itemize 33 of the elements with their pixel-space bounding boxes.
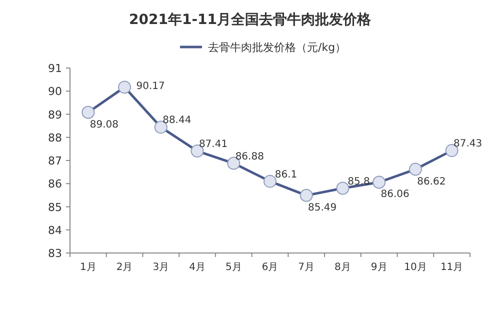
data-label: 86.88 xyxy=(235,151,264,162)
x-tick-label: 9月 xyxy=(370,262,388,273)
x-tick-label: 2月 xyxy=(116,262,133,273)
data-label: 88.44 xyxy=(162,115,192,126)
x-tick-label: 5月 xyxy=(225,262,242,273)
x-tick-label: 8月 xyxy=(334,262,351,273)
data-label: 86.62 xyxy=(417,176,446,188)
y-tick-label: 86 xyxy=(48,178,62,191)
data-label: 90.17 xyxy=(136,81,165,92)
x-tick-label: 11月 xyxy=(440,262,464,273)
data-label: 89.08 xyxy=(90,119,118,130)
data-label: 86.1 xyxy=(274,169,298,180)
y-tick-label: 85 xyxy=(48,200,62,214)
data-label: 85.49 xyxy=(308,202,337,214)
legend-label: 去骨牛肉批发价格（元/kg） xyxy=(208,41,346,54)
y-tick-label: 89 xyxy=(48,108,62,122)
data-label: 85.8 xyxy=(348,176,370,188)
x-tick-label: 4月 xyxy=(189,262,206,273)
x-tick-label: 3月 xyxy=(152,262,170,273)
y-tick-label: 91 xyxy=(48,62,62,75)
y-tick-label: 84 xyxy=(48,224,62,237)
y-tick-label: 83 xyxy=(48,247,62,260)
data-label: 87.41 xyxy=(198,139,228,150)
chart-title: 2021年1-11月全国去骨牛肉批发价格 xyxy=(129,12,372,28)
x-tick-label: 6月 xyxy=(262,262,278,273)
y-tick-label: 90 xyxy=(48,85,62,98)
y-tick-label: 87 xyxy=(48,154,62,168)
data-label: 87.43 xyxy=(454,138,482,150)
x-tick-label: 1月 xyxy=(80,262,96,273)
x-tick-label: 10月 xyxy=(404,262,427,273)
y-tick-label: 88 xyxy=(48,131,62,144)
x-tick-label: 7月 xyxy=(298,262,315,273)
data-label: 86.06 xyxy=(380,189,410,200)
